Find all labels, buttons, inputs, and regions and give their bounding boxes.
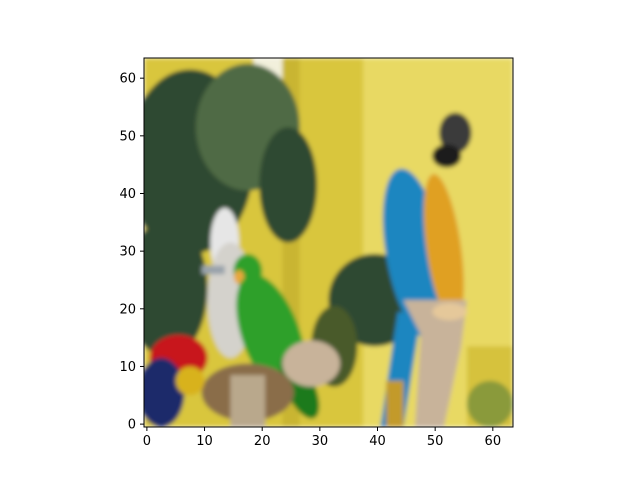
blue-parrot-lower-left (144, 357, 185, 427)
cockatoo-perch-bar (201, 265, 225, 275)
palm-foliage-right (259, 127, 317, 243)
x-tick-label: 40 (369, 434, 386, 449)
x-tick-label: 0 (143, 434, 151, 449)
y-tick-label: 0 (128, 418, 136, 433)
macaw-perch (403, 300, 467, 427)
y-tick-label: 50 (119, 129, 136, 144)
x-tick-label: 60 (485, 434, 502, 449)
y-tick-label: 30 (119, 245, 136, 260)
perch-stump (282, 340, 341, 387)
x-tick-label: 20 (254, 434, 271, 449)
y-tick-label: 20 (119, 302, 136, 317)
macaw-head (439, 112, 472, 154)
image-area (144, 58, 513, 427)
axes-frame (143, 57, 514, 428)
yellow-feather-patch (175, 366, 205, 396)
x-tick-label: 30 (312, 434, 329, 449)
foliage-lower-left (144, 219, 208, 358)
macaw-beak (432, 144, 462, 168)
x-tick-label: 10 (196, 434, 213, 449)
lower-right-plant (466, 380, 513, 427)
cockatoo-base (230, 375, 266, 427)
x-tick-label: 50 (427, 434, 444, 449)
y-tick-label: 60 (119, 72, 136, 87)
y-tick-label: 10 (119, 360, 136, 375)
y-axis: 0 10 20 30 40 50 60 (119, 72, 144, 433)
green-parrot-beak (233, 270, 245, 285)
macaw-tail-gold (386, 380, 404, 427)
perch-highlight (432, 303, 467, 321)
y-tick-label: 40 (119, 187, 136, 202)
macaw-chest (423, 174, 464, 323)
x-axis: 0 10 20 30 40 50 60 (143, 427, 501, 449)
